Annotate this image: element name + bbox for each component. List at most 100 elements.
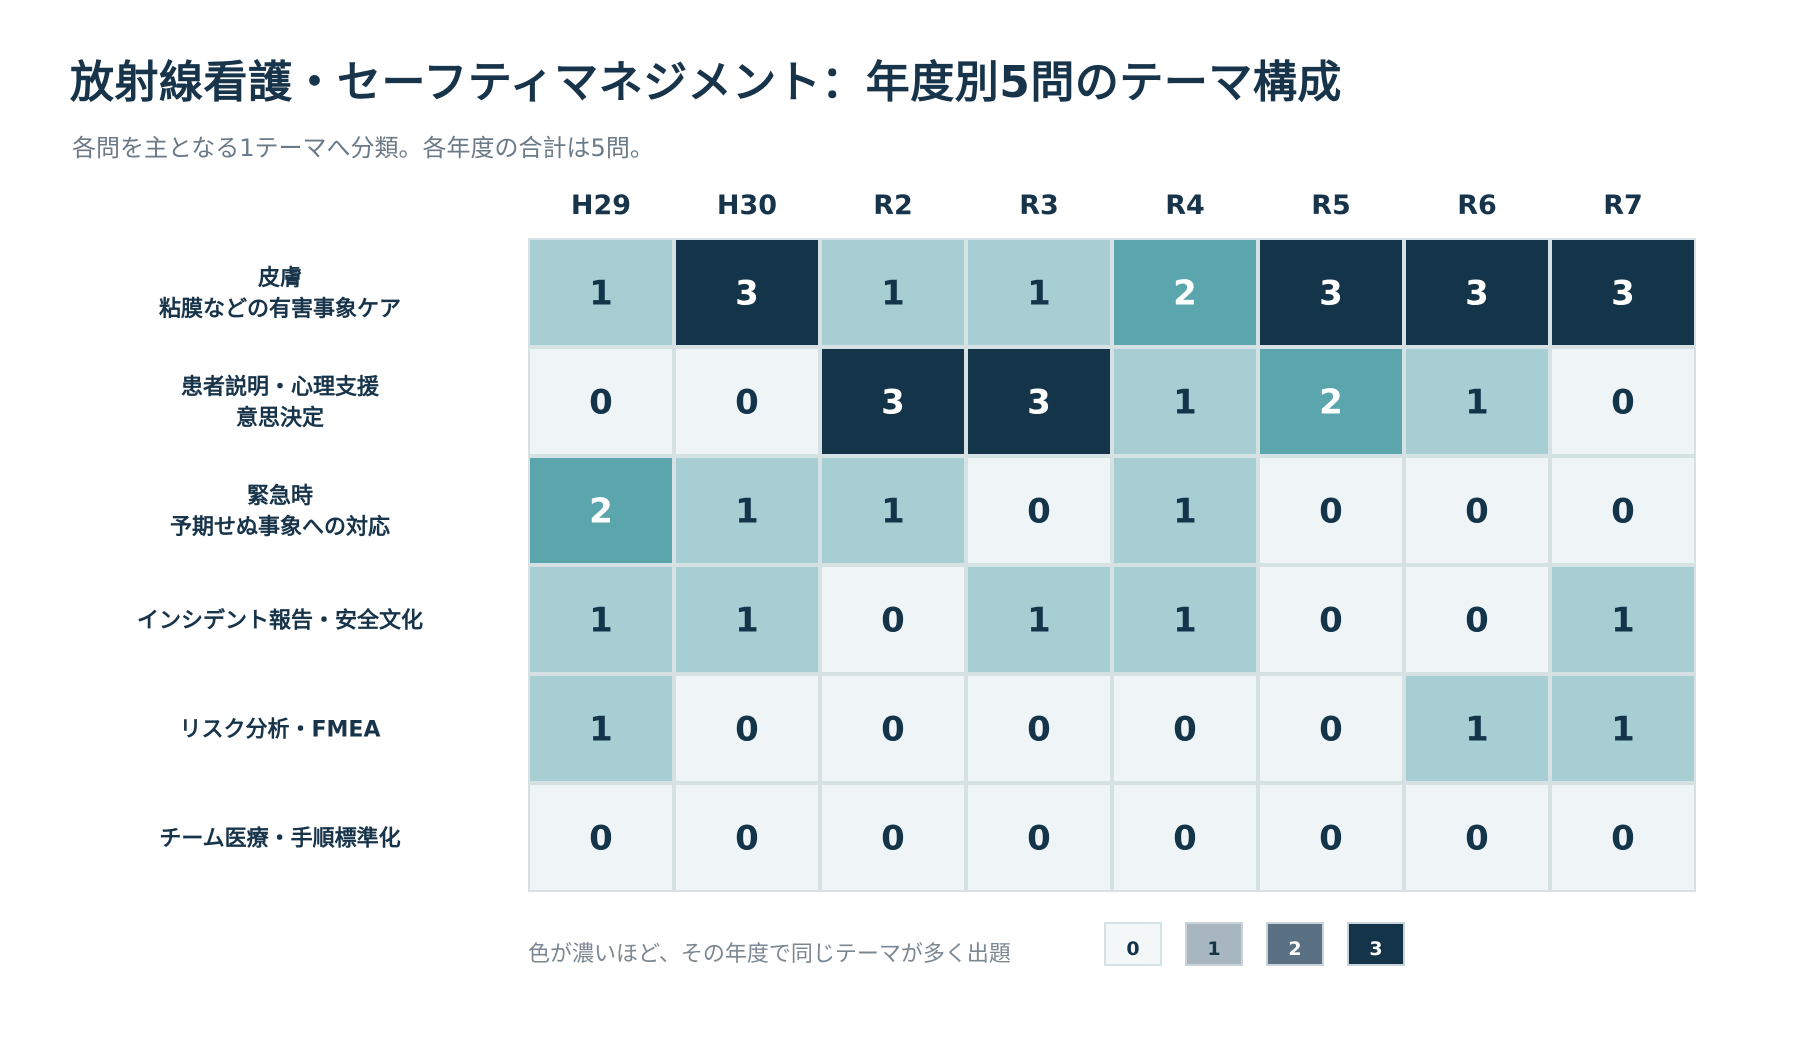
heatmap-cell xyxy=(676,567,818,672)
cell-value-label: 0 xyxy=(1319,710,1343,750)
cell-value-label: 1 xyxy=(1465,383,1489,423)
cell-value-label: 0 xyxy=(1027,819,1051,859)
cell-value-label: 0 xyxy=(1173,710,1197,750)
legend-swatch-0: 0 xyxy=(1104,922,1162,966)
cell-value-label: 0 xyxy=(1319,492,1343,532)
cell-value-label: 1 xyxy=(735,492,759,532)
cell-value-label: 3 xyxy=(1465,274,1489,314)
cell-value-label: 0 xyxy=(1027,492,1051,532)
cell-value-label: 1 xyxy=(1027,601,1051,641)
cell-value-label: 1 xyxy=(1611,601,1635,641)
row-label-line: 皮膚 xyxy=(258,265,302,291)
heatmap-cell xyxy=(1406,458,1548,563)
heatmap-cell xyxy=(1114,349,1256,454)
legend-swatch-3: 3 xyxy=(1347,922,1405,966)
row-label-line: 患者説明・心理支援 xyxy=(181,374,380,400)
row-label: インシデント報告・安全文化 xyxy=(137,608,423,634)
heatmap-cell xyxy=(1114,567,1256,672)
heatmap-cell xyxy=(1114,458,1256,563)
heatmap-cell xyxy=(1260,676,1402,781)
row-label-line: 意思決定 xyxy=(236,405,324,431)
cell-value-label: 3 xyxy=(1027,383,1051,423)
cell-value-label: 1 xyxy=(1465,710,1489,750)
row-label-line: 予期せぬ事象への対応 xyxy=(170,514,390,540)
heatmap-cell xyxy=(530,458,672,563)
cell-value-label: 1 xyxy=(735,601,759,641)
heatmap-cell xyxy=(530,567,672,672)
heatmap-cell xyxy=(822,458,964,563)
cell-value-label: 0 xyxy=(881,819,905,859)
row-label-line: チーム医療・手順標準化 xyxy=(159,826,400,852)
heatmap-cell xyxy=(1114,785,1256,890)
row-label: リスク分析・FMEA xyxy=(180,718,381,743)
heatmap-cell xyxy=(822,676,964,781)
cell-value-label: 2 xyxy=(1319,383,1343,423)
cell-value-label: 1 xyxy=(589,710,613,750)
cell-value-label: 0 xyxy=(1465,601,1489,641)
heatmap-cell xyxy=(1552,349,1694,454)
cell-value-label: 1 xyxy=(1173,601,1197,641)
heatmap-cell xyxy=(1114,676,1256,781)
heatmap-cell xyxy=(1260,240,1402,345)
cell-value-label: 0 xyxy=(881,710,905,750)
row-label: 皮膚粘膜などの有害事象ケア xyxy=(159,265,401,322)
heatmap-cell xyxy=(968,458,1110,563)
heatmap-cell xyxy=(676,349,818,454)
legend-caption: 色が濃いほど、その年度で同じテーマが多く出題 xyxy=(528,942,1011,967)
cell-value-label: 1 xyxy=(881,274,905,314)
row-label-line: インシデント報告・安全文化 xyxy=(137,608,423,634)
heatmap-cell xyxy=(1552,240,1694,345)
cell-value-label: 1 xyxy=(1027,274,1051,314)
row-label-line: リスク分析・FMEA xyxy=(180,718,381,743)
heatmap-cell xyxy=(968,676,1110,781)
row-label-line: 緊急時 xyxy=(247,483,313,509)
column-label-R4: R4 xyxy=(1165,190,1205,221)
column-label-H29: H29 xyxy=(571,190,631,221)
heatmap-cell xyxy=(1552,567,1694,672)
heatmap-cell xyxy=(1552,676,1694,781)
cell-value-label: 0 xyxy=(1173,819,1197,859)
heatmap-cell xyxy=(530,349,672,454)
cell-value-label: 0 xyxy=(1611,492,1635,532)
heatmap-cell xyxy=(1406,567,1548,672)
legend-swatch-2: 2 xyxy=(1266,922,1324,966)
heatmap-cell xyxy=(1552,785,1694,890)
row-label: 緊急時予期せぬ事象への対応 xyxy=(170,483,390,540)
cell-value-label: 0 xyxy=(881,601,905,641)
row-label: チーム医療・手順標準化 xyxy=(159,826,400,852)
heatmap-cell xyxy=(968,567,1110,672)
heatmap-grid-background xyxy=(528,238,1696,892)
cell-value-label: 0 xyxy=(1319,819,1343,859)
column-label-R6: R6 xyxy=(1457,190,1497,221)
cell-value-label: 0 xyxy=(1465,492,1489,532)
cell-value-label: 0 xyxy=(1319,601,1343,641)
cell-value-label: 2 xyxy=(589,492,613,532)
heatmap-cell xyxy=(968,349,1110,454)
heatmap-cell xyxy=(822,240,964,345)
heatmap-cell xyxy=(822,785,964,890)
cell-value-label: 0 xyxy=(1465,819,1489,859)
cell-value-label: 0 xyxy=(1611,383,1635,423)
column-label-H30: H30 xyxy=(717,190,777,221)
heatmap-cell xyxy=(1260,567,1402,672)
heatmap-cell xyxy=(676,458,818,563)
heatmap-cell xyxy=(530,785,672,890)
cell-value-label: 1 xyxy=(1173,492,1197,532)
heatmap-cell xyxy=(676,785,818,890)
heatmap-cell xyxy=(822,349,964,454)
heatmap-cell xyxy=(1260,349,1402,454)
cell-value-label: 2 xyxy=(1173,274,1197,314)
heatmap-cell xyxy=(1552,458,1694,563)
page-title: 放射線看護・セーフティマネジメント：年度別5問のテーマ構成 xyxy=(70,57,1342,108)
cell-value-label: 1 xyxy=(881,492,905,532)
column-label-R3: R3 xyxy=(1019,190,1059,221)
cell-value-label: 0 xyxy=(735,710,759,750)
column-label-R7: R7 xyxy=(1603,190,1643,221)
cell-value-label: 0 xyxy=(589,383,613,423)
cell-value-label: 0 xyxy=(1027,710,1051,750)
cell-value-label: 0 xyxy=(589,819,613,859)
heatmap-cell xyxy=(1260,458,1402,563)
cell-value-label: 0 xyxy=(735,819,759,859)
heatmap-cell xyxy=(530,676,672,781)
